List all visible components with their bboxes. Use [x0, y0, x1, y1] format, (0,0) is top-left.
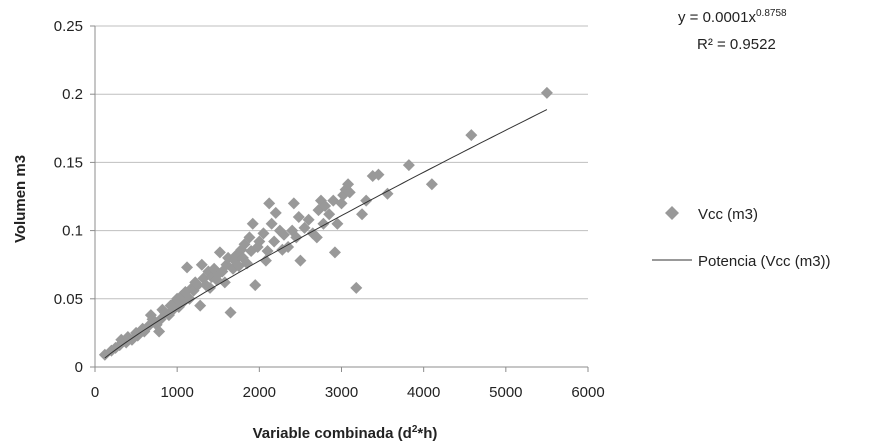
data-point	[259, 254, 272, 267]
data-point	[342, 178, 355, 191]
x-tick-label: 3000	[325, 384, 358, 401]
data-point	[302, 213, 315, 226]
legend-label-trend: Potencia (Vcc (m3))	[698, 253, 831, 270]
data-point	[243, 231, 256, 244]
data-point	[213, 246, 226, 259]
data-point	[331, 217, 344, 230]
data-point	[292, 210, 305, 223]
data-point	[356, 208, 369, 221]
data-point	[350, 281, 363, 294]
x-tick-label: 5000	[489, 384, 522, 401]
equation-exponent: 0.8758	[756, 8, 787, 19]
trendline	[104, 109, 548, 359]
data-point	[246, 217, 259, 230]
y-tick-label: 0.15	[54, 154, 83, 171]
data-point	[263, 197, 276, 210]
y-tick-label: 0.2	[62, 86, 83, 103]
r-squared-label: R² = 0.9522	[697, 36, 776, 53]
data-point	[195, 258, 208, 271]
data-point	[323, 208, 336, 221]
y-tick-label: 0.05	[54, 291, 83, 308]
data-point	[277, 228, 290, 241]
scatter-points	[98, 86, 553, 361]
data-point	[319, 200, 332, 213]
gridlines	[95, 25, 588, 300]
x-tick-labels: 0 1000 2000 3000 4000 5000 6000	[91, 384, 605, 401]
data-point	[268, 235, 281, 248]
data-point	[183, 292, 196, 305]
data-point	[294, 254, 307, 267]
data-point	[290, 231, 303, 244]
data-point	[372, 168, 385, 181]
data-point	[191, 279, 204, 292]
legend: Vcc (m3) Potencia (Vcc (m3))	[652, 206, 831, 270]
data-point	[253, 235, 266, 248]
y-tick-label: 0	[75, 359, 83, 376]
data-point	[224, 306, 237, 319]
x-tick-label: 1000	[160, 384, 193, 401]
legend-marker-vcc	[665, 206, 679, 220]
data-point	[328, 246, 341, 259]
data-point	[181, 261, 194, 274]
trendline-equation: y = 0.0001x0.8758	[678, 8, 787, 26]
trendline-path	[104, 109, 548, 359]
data-point	[381, 187, 394, 200]
x-tick-label: 6000	[571, 384, 604, 401]
data-point	[335, 197, 348, 210]
x-tick-label: 4000	[407, 384, 440, 401]
data-point	[540, 86, 553, 99]
x-axis-title: Variable combinada (d2*h)	[253, 424, 438, 442]
data-point	[402, 159, 415, 172]
data-point	[310, 231, 323, 244]
legend-label-vcc: Vcc (m3)	[698, 206, 758, 223]
data-point	[343, 186, 356, 199]
y-axis-title: Volumen m3	[12, 155, 29, 243]
data-point	[298, 221, 311, 234]
y-tick-label: 0.1	[62, 223, 83, 240]
data-point	[465, 129, 478, 142]
data-point	[257, 227, 270, 240]
x-tick-label: 0	[91, 384, 99, 401]
y-tick-label: 0.25	[54, 18, 83, 35]
data-point	[287, 197, 300, 210]
data-point	[249, 279, 262, 292]
y-tick-labels: 0 0.05 0.1 0.15 0.2 0.25	[54, 18, 83, 376]
data-point	[194, 299, 207, 312]
x-tick-label: 2000	[243, 384, 276, 401]
data-point	[282, 240, 295, 253]
equation-base: y = 0.0001x	[678, 9, 756, 26]
axes	[90, 25, 589, 372]
data-point	[425, 178, 438, 191]
data-point	[269, 206, 282, 219]
data-point	[265, 217, 278, 230]
data-point	[153, 325, 166, 338]
